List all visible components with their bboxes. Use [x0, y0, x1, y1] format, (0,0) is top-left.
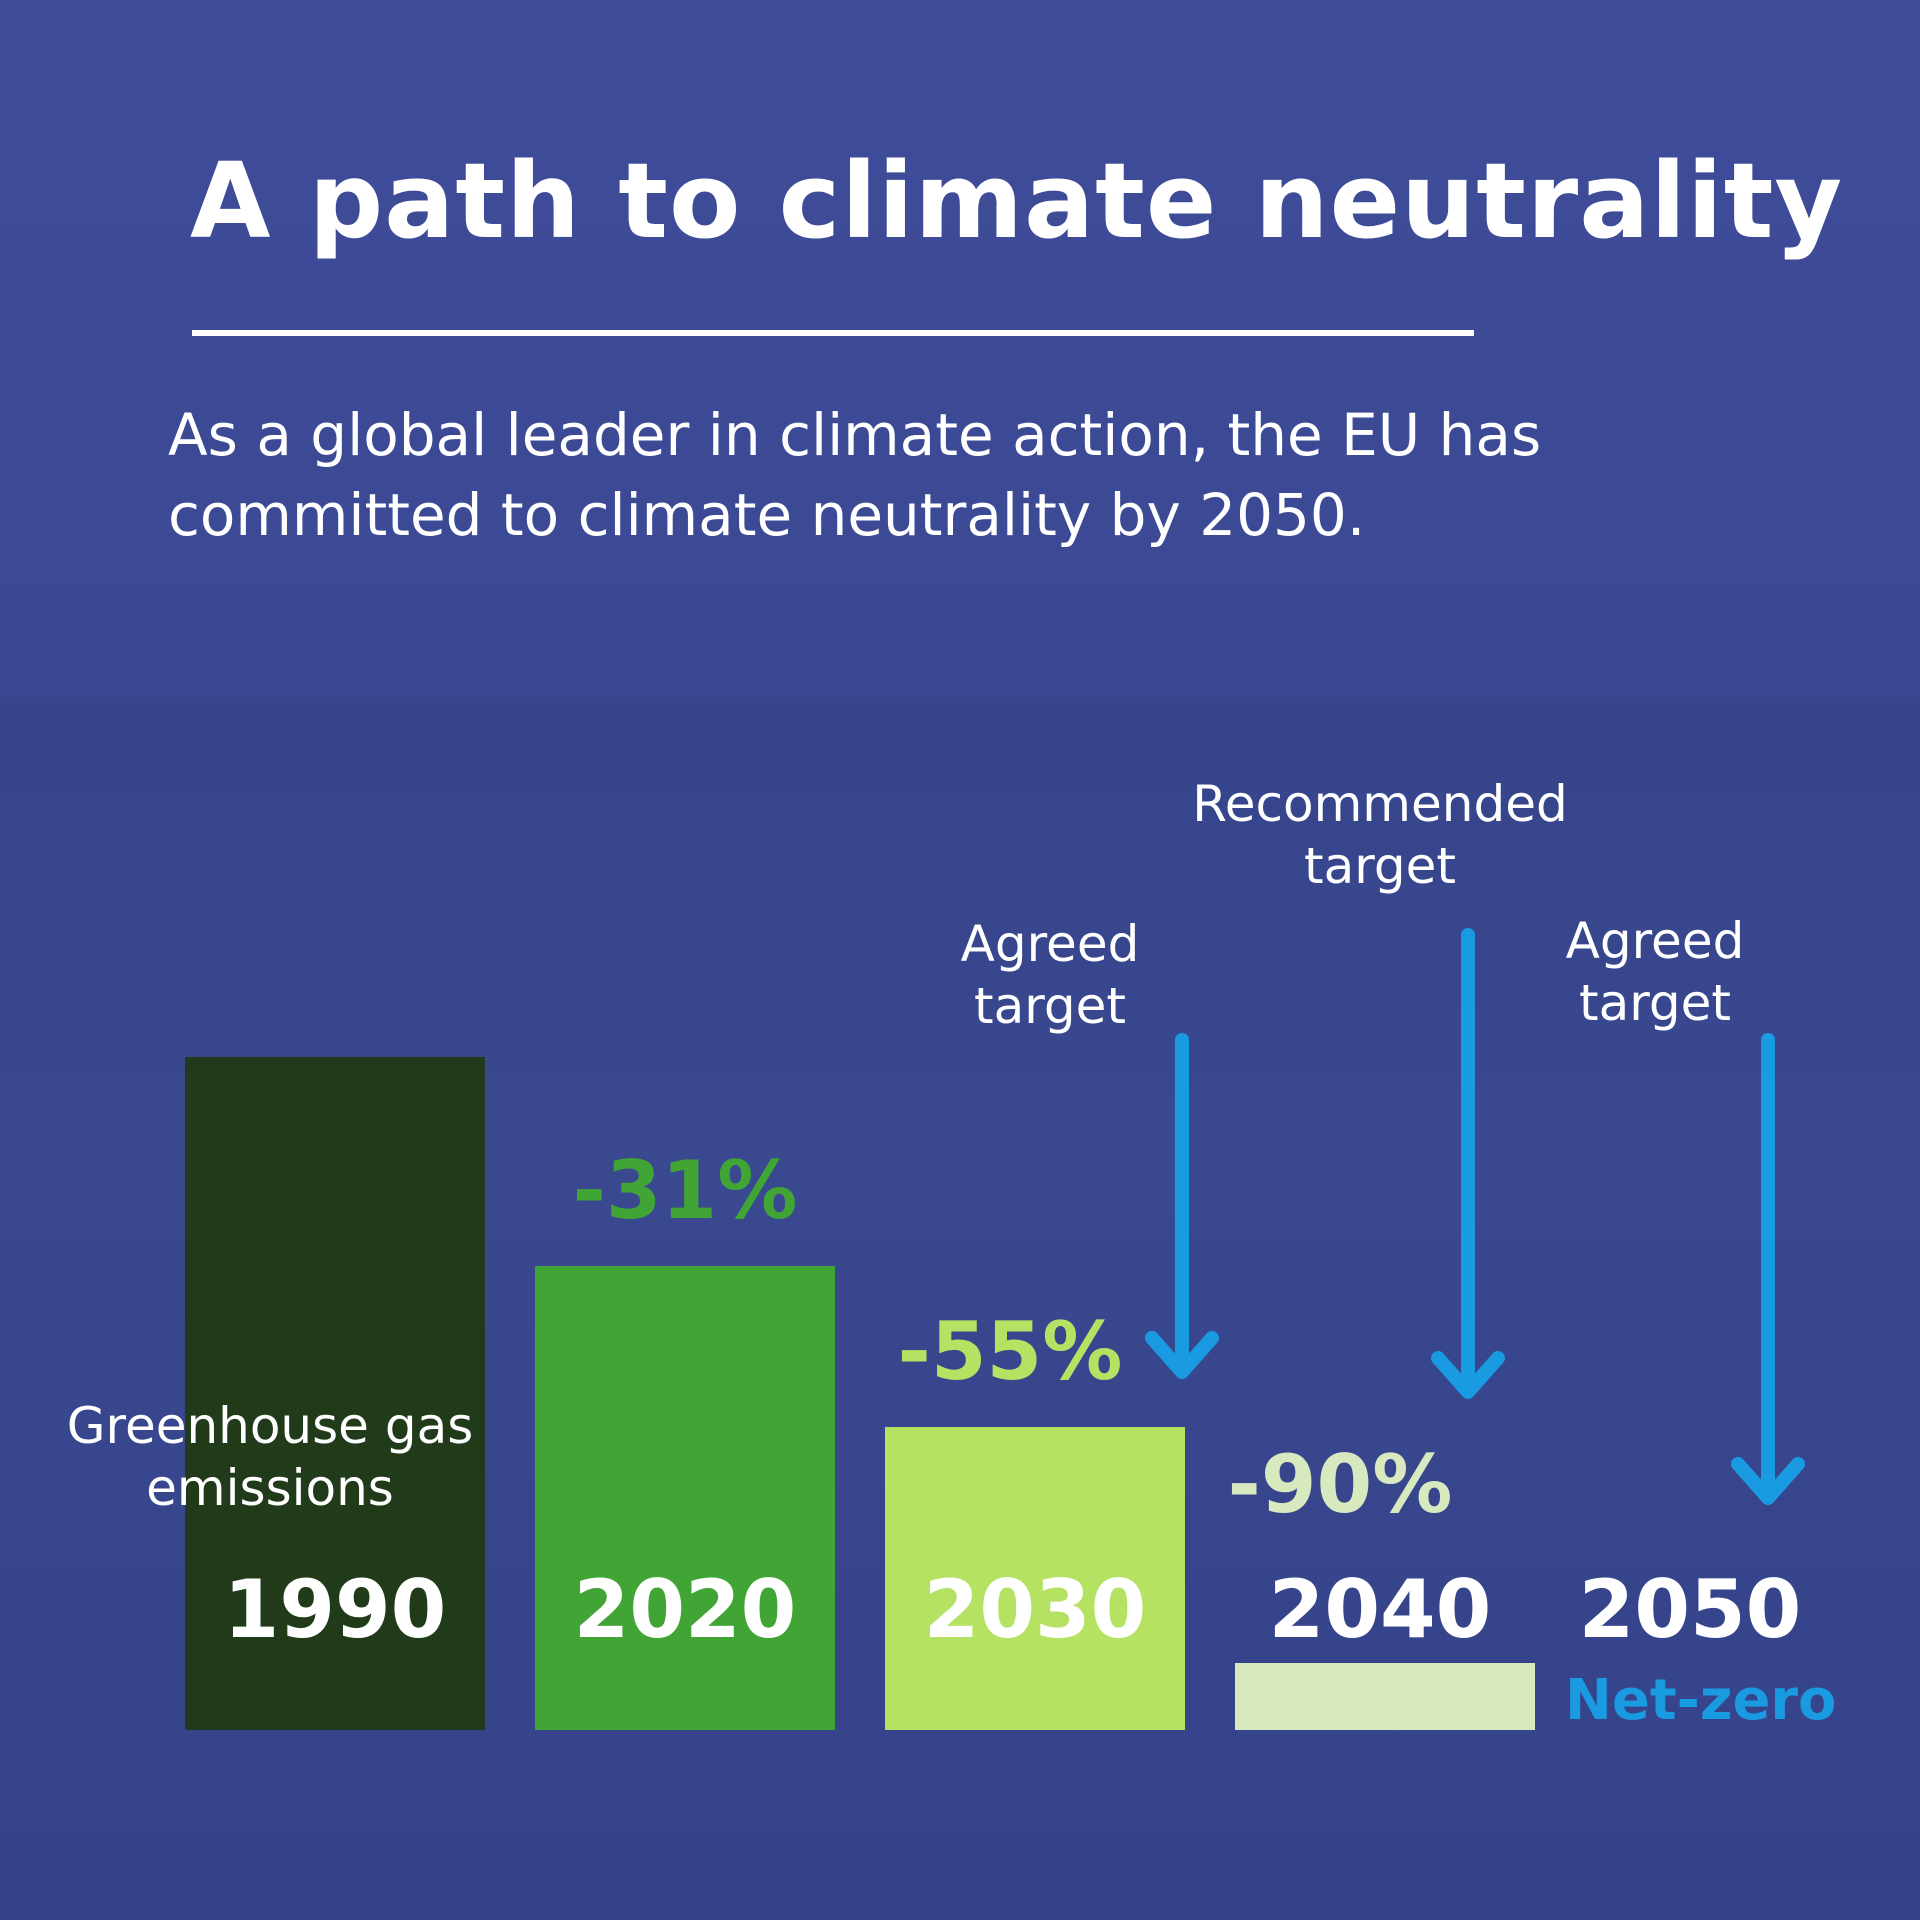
annotation-2040: Recommended target [1192, 775, 1568, 895]
subtitle: As a global leader in climate action, th… [168, 401, 1542, 549]
net-zero-label: Net-zero [1565, 1668, 1837, 1733]
annotation-2050: Agreed target [1565, 912, 1745, 1032]
page-title: A path to climate neutrality [190, 140, 1844, 262]
bar-2040 [1235, 1662, 1535, 1730]
percent-label-2030: -55% [897, 1305, 1123, 1399]
arrow-down-icon-2050 [1731, 1033, 1805, 1505]
annotation-2030: Agreed target [960, 915, 1140, 1035]
year-label-2020: 2020 [573, 1563, 797, 1656]
year-label-1990: 1990 [223, 1563, 447, 1656]
year-label-2040: 2040 [1268, 1563, 1492, 1656]
year-label-2030: 2030 [923, 1563, 1147, 1656]
y-axis-label: Greenhouse gas emissions [66, 1397, 474, 1517]
arrow-down-icon-2040 [1431, 928, 1505, 1399]
arrow-down-icon-2030 [1145, 1033, 1219, 1379]
bar-1990 [185, 1057, 485, 1730]
percent-label-2020: -31% [572, 1143, 798, 1237]
bar-2020 [535, 1265, 835, 1730]
year-label-2050: 2050 [1578, 1563, 1802, 1656]
percent-label-2040: -90% [1227, 1438, 1453, 1531]
title-divider [192, 330, 1474, 336]
bar-2030 [885, 1427, 1185, 1730]
